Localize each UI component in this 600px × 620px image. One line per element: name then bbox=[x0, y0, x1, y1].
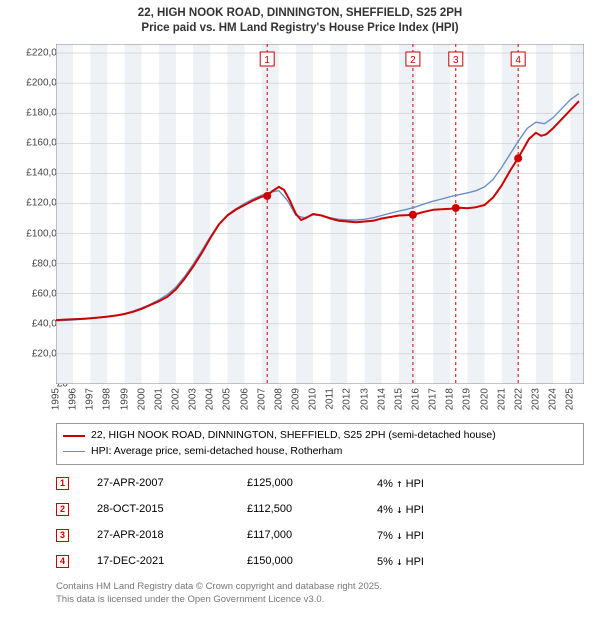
x-axis-tick-label: 2014 bbox=[376, 388, 387, 410]
svg-text:4: 4 bbox=[515, 55, 521, 66]
x-axis-tick-label: 2003 bbox=[188, 388, 199, 410]
x-axis-tick-label: 1998 bbox=[102, 388, 113, 410]
sale-marker-box: 4 bbox=[56, 555, 69, 568]
x-axis-tick-label: 2005 bbox=[222, 388, 233, 410]
sale-date: 28-OCT-2015 bbox=[97, 503, 247, 515]
legend-item: 22, HIGH NOOK ROAD, DINNINGTON, SHEFFIEL… bbox=[63, 428, 577, 444]
x-axis-tick-label: 2009 bbox=[291, 388, 302, 410]
legend-item: HPI: Average price, semi-detached house,… bbox=[63, 444, 577, 460]
sale-price: £150,000 bbox=[247, 555, 377, 567]
sale-row: 2 28-OCT-2015£112,5004% ↓ HPI bbox=[56, 496, 584, 522]
sale-price: £117,000 bbox=[247, 529, 377, 541]
sale-date: 27-APR-2007 bbox=[97, 477, 247, 489]
chart-container: 22, HIGH NOOK ROAD, DINNINGTON, SHEFFIEL… bbox=[0, 0, 600, 620]
x-axis-tick-label: 2016 bbox=[411, 388, 422, 410]
x-axis-tick-label: 2018 bbox=[445, 388, 456, 410]
x-axis-tick-label: 2001 bbox=[153, 388, 164, 410]
sale-hpi-delta: 5% ↓ HPI bbox=[377, 555, 584, 568]
x-axis-tick-label: 1997 bbox=[85, 388, 96, 410]
title-line-1: 22, HIGH NOOK ROAD, DINNINGTON, SHEFFIEL… bbox=[0, 6, 600, 21]
x-axis-tick-label: 2020 bbox=[479, 388, 490, 410]
sale-price: £112,500 bbox=[247, 503, 377, 515]
x-axis-tick-label: 2002 bbox=[171, 388, 182, 410]
x-axis-tick-label: 1996 bbox=[68, 388, 79, 410]
legend-label: HPI: Average price, semi-detached house,… bbox=[91, 444, 342, 460]
x-axis-tick-label: 2019 bbox=[462, 388, 473, 410]
sale-hpi-delta: 4% ↓ HPI bbox=[377, 503, 584, 516]
sale-marker-box: 1 bbox=[56, 477, 69, 490]
sale-marker-box: 3 bbox=[56, 529, 69, 542]
footer-line-2: This data is licensed under the Open Gov… bbox=[56, 593, 584, 606]
svg-text:1: 1 bbox=[264, 55, 270, 66]
x-axis-tick-label: 2000 bbox=[136, 388, 147, 410]
sale-hpi-delta: 7% ↓ HPI bbox=[377, 529, 584, 542]
sale-date: 17-DEC-2021 bbox=[97, 555, 247, 567]
x-axis-tick-label: 1995 bbox=[51, 388, 62, 410]
x-axis-tick-label: 2025 bbox=[565, 388, 576, 410]
sales-table: 1 27-APR-2007£125,0004% ↑ HPI 2 28-OCT-2015… bbox=[56, 470, 584, 574]
x-axis-tick-label: 2007 bbox=[256, 388, 267, 410]
x-axis-tick-label: 2015 bbox=[393, 388, 404, 410]
sale-row: 1 27-APR-2007£125,0004% ↑ HPI bbox=[56, 470, 584, 496]
sale-row: 4 17-DEC-2021£150,0005% ↓ HPI bbox=[56, 548, 584, 574]
x-axis-tick-label: 2023 bbox=[531, 388, 542, 410]
legend-swatch bbox=[63, 451, 85, 452]
title-line-2: Price paid vs. HM Land Registry's House … bbox=[0, 21, 600, 36]
footer-attribution: Contains HM Land Registry data © Crown c… bbox=[56, 580, 584, 607]
sale-hpi-delta: 4% ↑ HPI bbox=[377, 477, 584, 490]
x-axis-tick-label: 2017 bbox=[428, 388, 439, 410]
svg-text:2: 2 bbox=[410, 55, 416, 66]
legend: 22, HIGH NOOK ROAD, DINNINGTON, SHEFFIEL… bbox=[56, 423, 584, 465]
x-axis-tick-label: 2022 bbox=[513, 388, 524, 410]
x-axis-tick-label: 2008 bbox=[273, 388, 284, 410]
x-axis-tick-label: 2006 bbox=[239, 388, 250, 410]
x-axis-tick-label: 2004 bbox=[205, 388, 216, 410]
sale-row: 3 27-APR-2018£117,0007% ↓ HPI bbox=[56, 522, 584, 548]
legend-label: 22, HIGH NOOK ROAD, DINNINGTON, SHEFFIEL… bbox=[91, 428, 496, 444]
svg-text:3: 3 bbox=[453, 55, 459, 66]
sale-date: 27-APR-2018 bbox=[97, 529, 247, 541]
x-axis-tick-label: 2011 bbox=[325, 388, 336, 410]
x-axis-tick-label: 2021 bbox=[496, 388, 507, 410]
footer-line-1: Contains HM Land Registry data © Crown c… bbox=[56, 580, 584, 593]
sale-price: £125,000 bbox=[247, 477, 377, 489]
x-axis-tick-label: 2024 bbox=[548, 388, 559, 410]
line-chart: 1 2 3 4 bbox=[56, 44, 584, 384]
legend-swatch bbox=[63, 435, 85, 437]
sale-marker-box: 2 bbox=[56, 503, 69, 516]
chart-title: 22, HIGH NOOK ROAD, DINNINGTON, SHEFFIEL… bbox=[0, 0, 600, 36]
x-axis-tick-label: 2012 bbox=[342, 388, 353, 410]
x-axis-tick-label: 2013 bbox=[359, 388, 370, 410]
x-axis-tick-label: 2010 bbox=[308, 388, 319, 410]
x-axis-tick-label: 1999 bbox=[119, 388, 130, 410]
